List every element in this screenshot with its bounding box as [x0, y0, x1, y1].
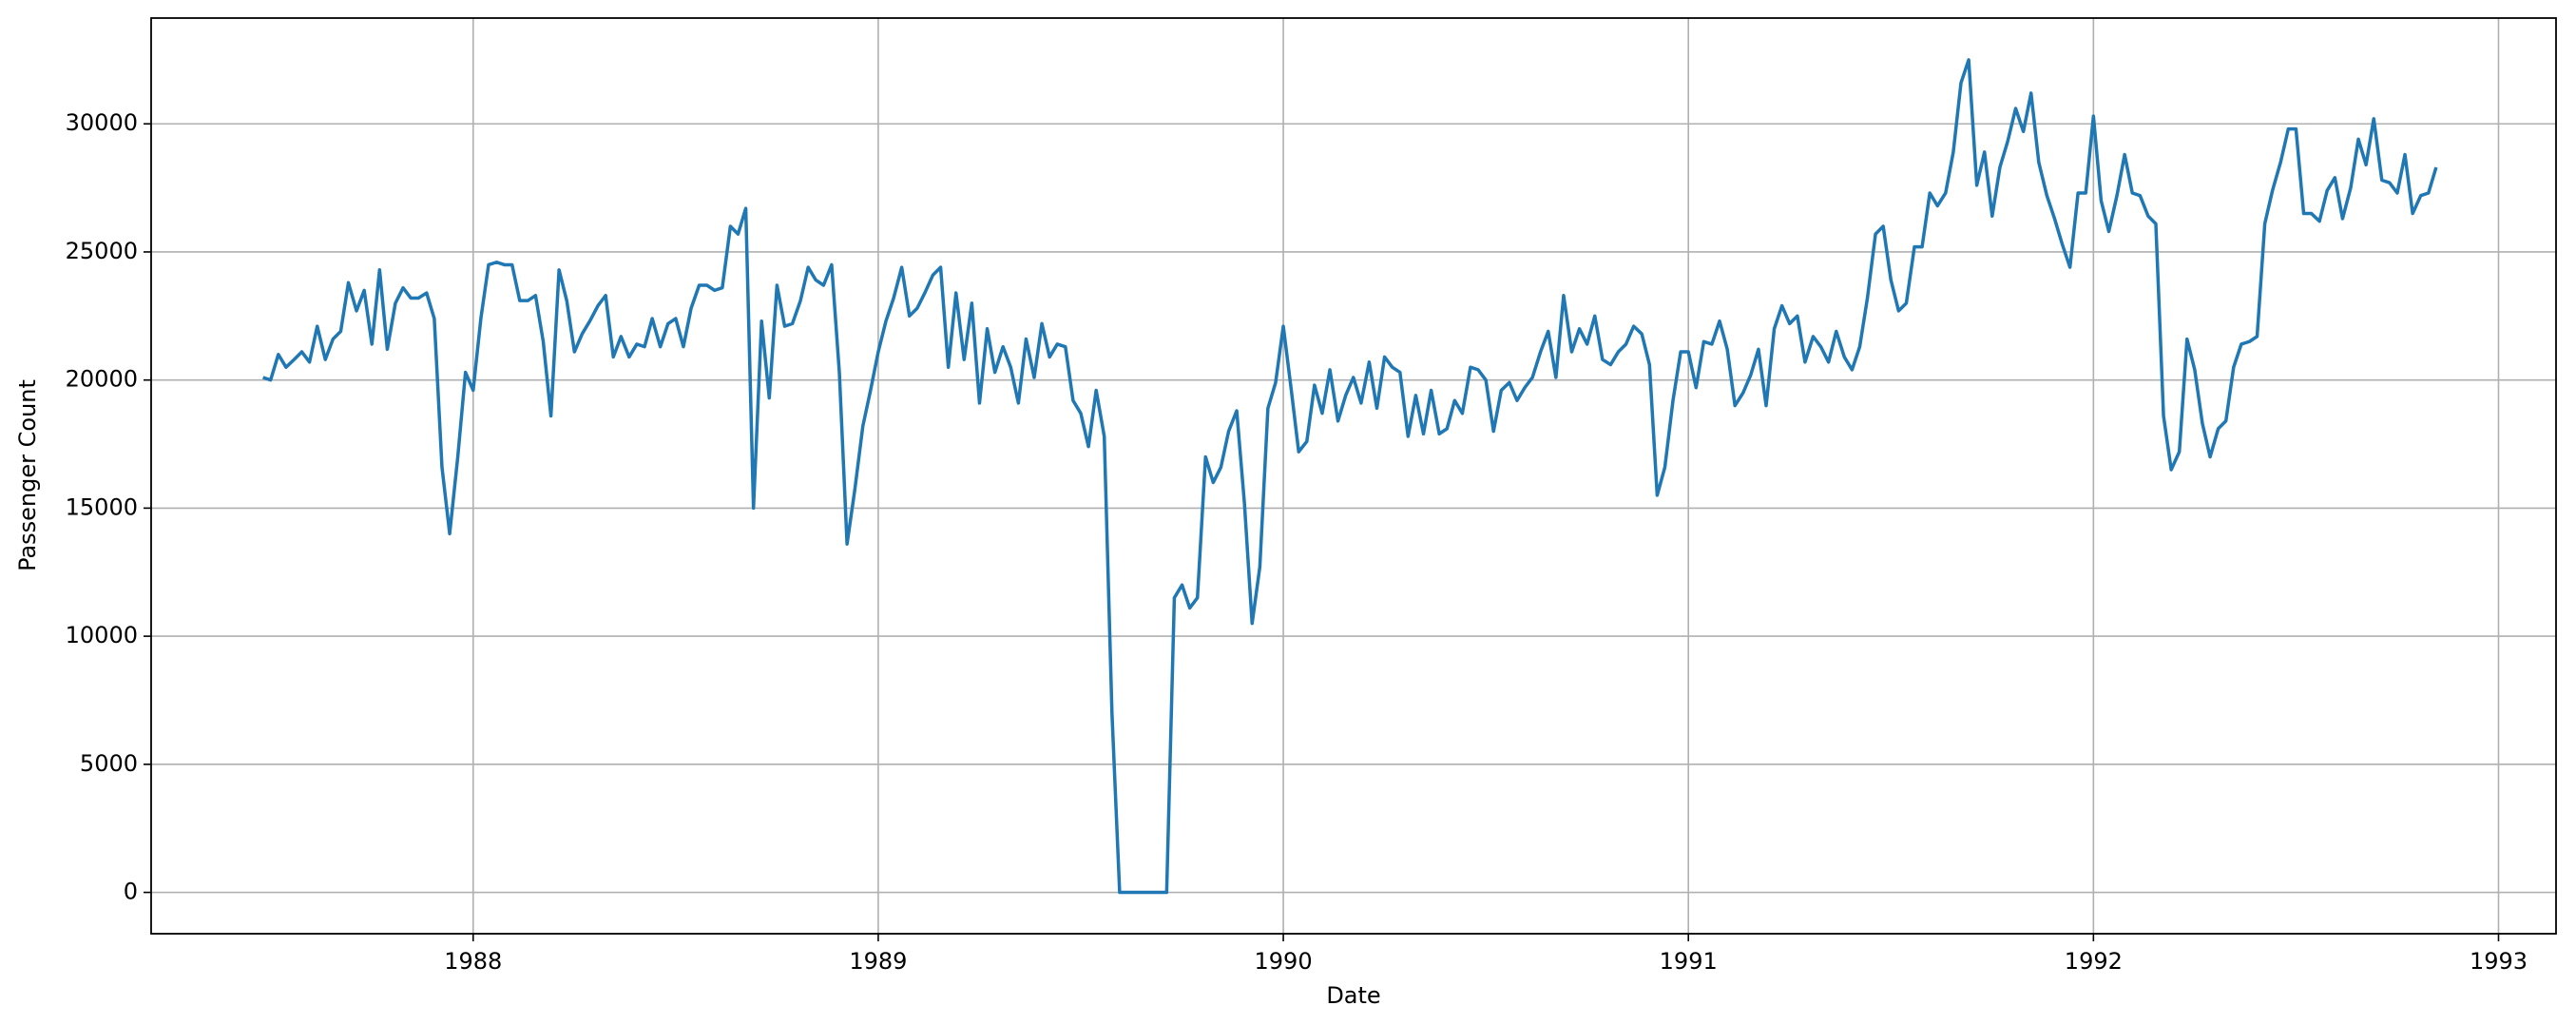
- y-tick-label: 30000: [66, 109, 138, 136]
- y-axis-label: Passenger Count: [14, 379, 41, 571]
- x-tick-label: 1989: [849, 948, 907, 975]
- x-axis-label: Date: [1326, 982, 1380, 1009]
- x-tick-label: 1988: [444, 948, 502, 975]
- grid: [151, 18, 2556, 934]
- data-line: [262, 58, 2438, 895]
- plot-frame: [150, 17, 2557, 935]
- y-tick-label: 20000: [66, 366, 138, 393]
- x-tick-label: 1990: [1255, 948, 1313, 975]
- y-tick-label: 5000: [80, 750, 138, 777]
- y-tick-label: 15000: [66, 493, 138, 520]
- y-tick-label: 0: [124, 879, 138, 905]
- x-tick-label: 1993: [2470, 948, 2528, 975]
- x-tick-label: 1992: [2065, 948, 2123, 975]
- x-tick-label: 1991: [1660, 948, 1718, 975]
- y-tick-label: 25000: [66, 238, 138, 264]
- y-tick-label: 10000: [66, 622, 138, 648]
